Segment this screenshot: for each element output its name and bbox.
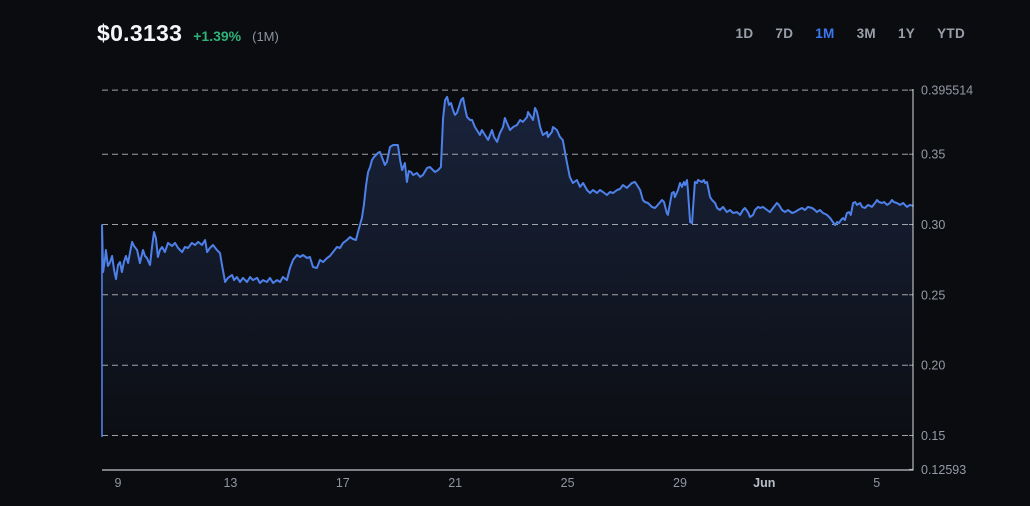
range-button-1d[interactable]: 1D (731, 24, 759, 43)
y-tick-label-0.395514: 0.395514 (921, 84, 973, 98)
range-button-3m[interactable]: 3M (852, 24, 881, 43)
y-tick-label-0.25: 0.25 (921, 288, 945, 302)
x-tick-label-13: 13 (223, 476, 237, 490)
time-range-switcher: 1D 7D 1M 3M 1Y YTD (731, 24, 970, 43)
x-tick-label-25: 25 (561, 476, 575, 490)
chart-header: $0.3133 +1.39% (1M) 1D 7D 1M 3M 1Y YTD (0, 0, 1030, 56)
y-tick-label-0.30: 0.30 (921, 218, 945, 232)
area-fill (102, 96, 913, 438)
x-tick-label-21: 21 (448, 476, 462, 490)
y-tick-label-0.35: 0.35 (921, 148, 945, 162)
range-button-1y[interactable]: 1Y (893, 24, 920, 43)
x-tick-label-5: 5 (873, 476, 880, 490)
price-change-percent: +1.39% (193, 28, 242, 44)
y-tick-label-0.20: 0.20 (921, 359, 945, 373)
range-button-1m[interactable]: 1M (810, 24, 839, 43)
y-tick-label-0.12593: 0.12593 (921, 463, 966, 477)
x-tick-label-9: 9 (115, 476, 122, 490)
price-line-path (101, 95, 914, 284)
price-change-period: (1M) (252, 29, 279, 44)
x-tick-label-29: 29 (673, 476, 687, 490)
range-button-7d[interactable]: 7D (770, 24, 798, 43)
current-price: $0.3133 (97, 20, 183, 46)
x-tick-label-17: 17 (336, 476, 350, 490)
y-tick-label-0.15: 0.15 (921, 429, 945, 443)
x-tick-label-jun: Jun (753, 476, 775, 490)
range-button-ytd[interactable]: YTD (932, 24, 970, 43)
price-group: $0.3133 +1.39% (1M) (97, 20, 279, 47)
